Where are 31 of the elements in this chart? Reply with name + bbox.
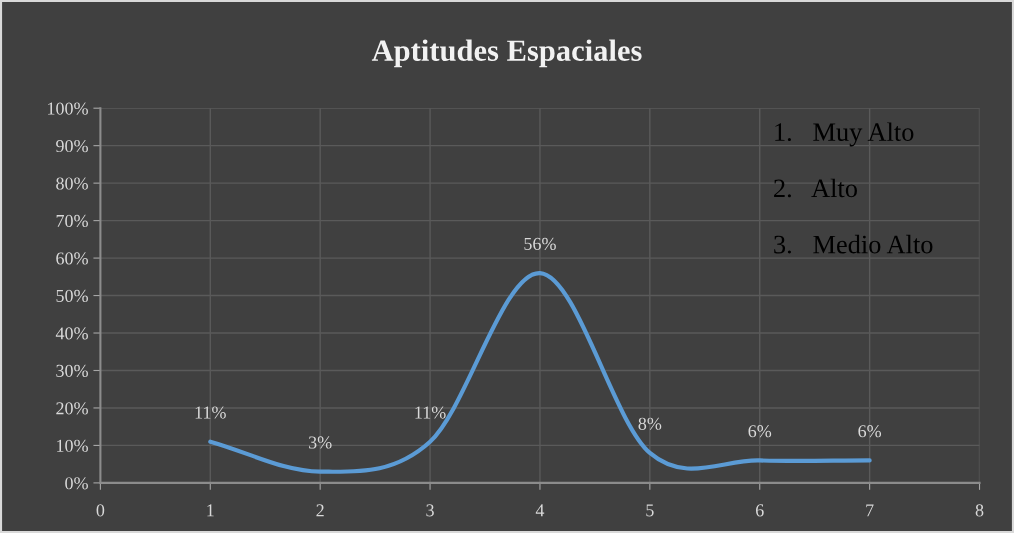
y-tick-label: 100% [48,102,88,115]
data-label: 6% [858,425,882,438]
x-tick-label: 2 [316,504,324,517]
y-tick-label: 20% [56,402,88,415]
y-tick-label: 0% [65,477,88,490]
y-tick-label: 50% [56,289,88,303]
x-tick-label: 5 [646,504,654,517]
x-tick-label: 6 [756,504,764,517]
x-tick-label: 4 [535,504,545,517]
y-tick-label: 90% [56,139,88,153]
data-label: 11% [415,406,446,419]
y-tick-label: 40% [55,327,88,340]
annotation: 1. Muy Alto [775,122,914,147]
x-tick-label: 8 [975,504,984,517]
y-tick-label: 60% [56,252,88,265]
y-tick-label: 30% [56,364,88,377]
data-label: 11% [195,406,226,419]
data-label: 56% [524,237,556,251]
y-tick-label: 10% [57,439,88,452]
x-tick-label: 3 [426,504,434,517]
data-label: 6% [748,425,772,438]
data-label: 3% [309,436,332,449]
x-tick-label: 0 [96,504,105,517]
y-tick-label: 70% [56,214,88,228]
x-tick-label: 1 [207,504,214,517]
y-tick-label: 80% [56,177,88,190]
x-tick-label: 7 [866,504,874,517]
data-label: 8% [638,417,662,430]
annotation: 2. Alto [774,178,857,198]
chart-title: Aptitudes Espaciales [371,39,642,68]
annotation: 3. Medio Alto [774,234,933,254]
